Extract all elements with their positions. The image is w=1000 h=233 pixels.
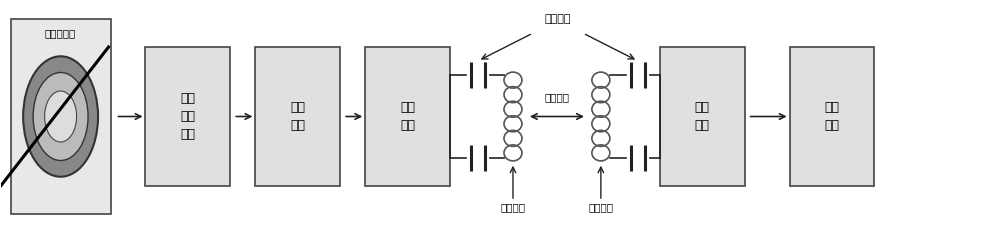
Text: 高频
整流: 高频 整流 [695,101,710,132]
Text: 取能互感器: 取能互感器 [45,28,76,38]
Text: 补偿电容: 补偿电容 [545,14,571,24]
Text: 绝缘距离: 绝缘距离 [544,93,569,103]
Bar [660,47,745,186]
Ellipse shape [23,56,98,177]
Bar [255,47,340,186]
Text: 高频
逆变: 高频 逆变 [400,101,415,132]
Bar [11,19,111,214]
Ellipse shape [45,91,77,142]
Bar [365,47,450,186]
Bar [790,47,874,186]
Text: 接收线圈: 接收线圈 [588,203,613,213]
Text: 整流
滤波: 整流 滤波 [290,101,305,132]
Bar [145,47,230,186]
Ellipse shape [33,72,88,161]
Text: 整流
稳压: 整流 稳压 [825,101,840,132]
Text: 发射线圈: 发射线圈 [500,203,525,213]
Text: 过压
过流
保护: 过压 过流 保护 [180,92,195,141]
